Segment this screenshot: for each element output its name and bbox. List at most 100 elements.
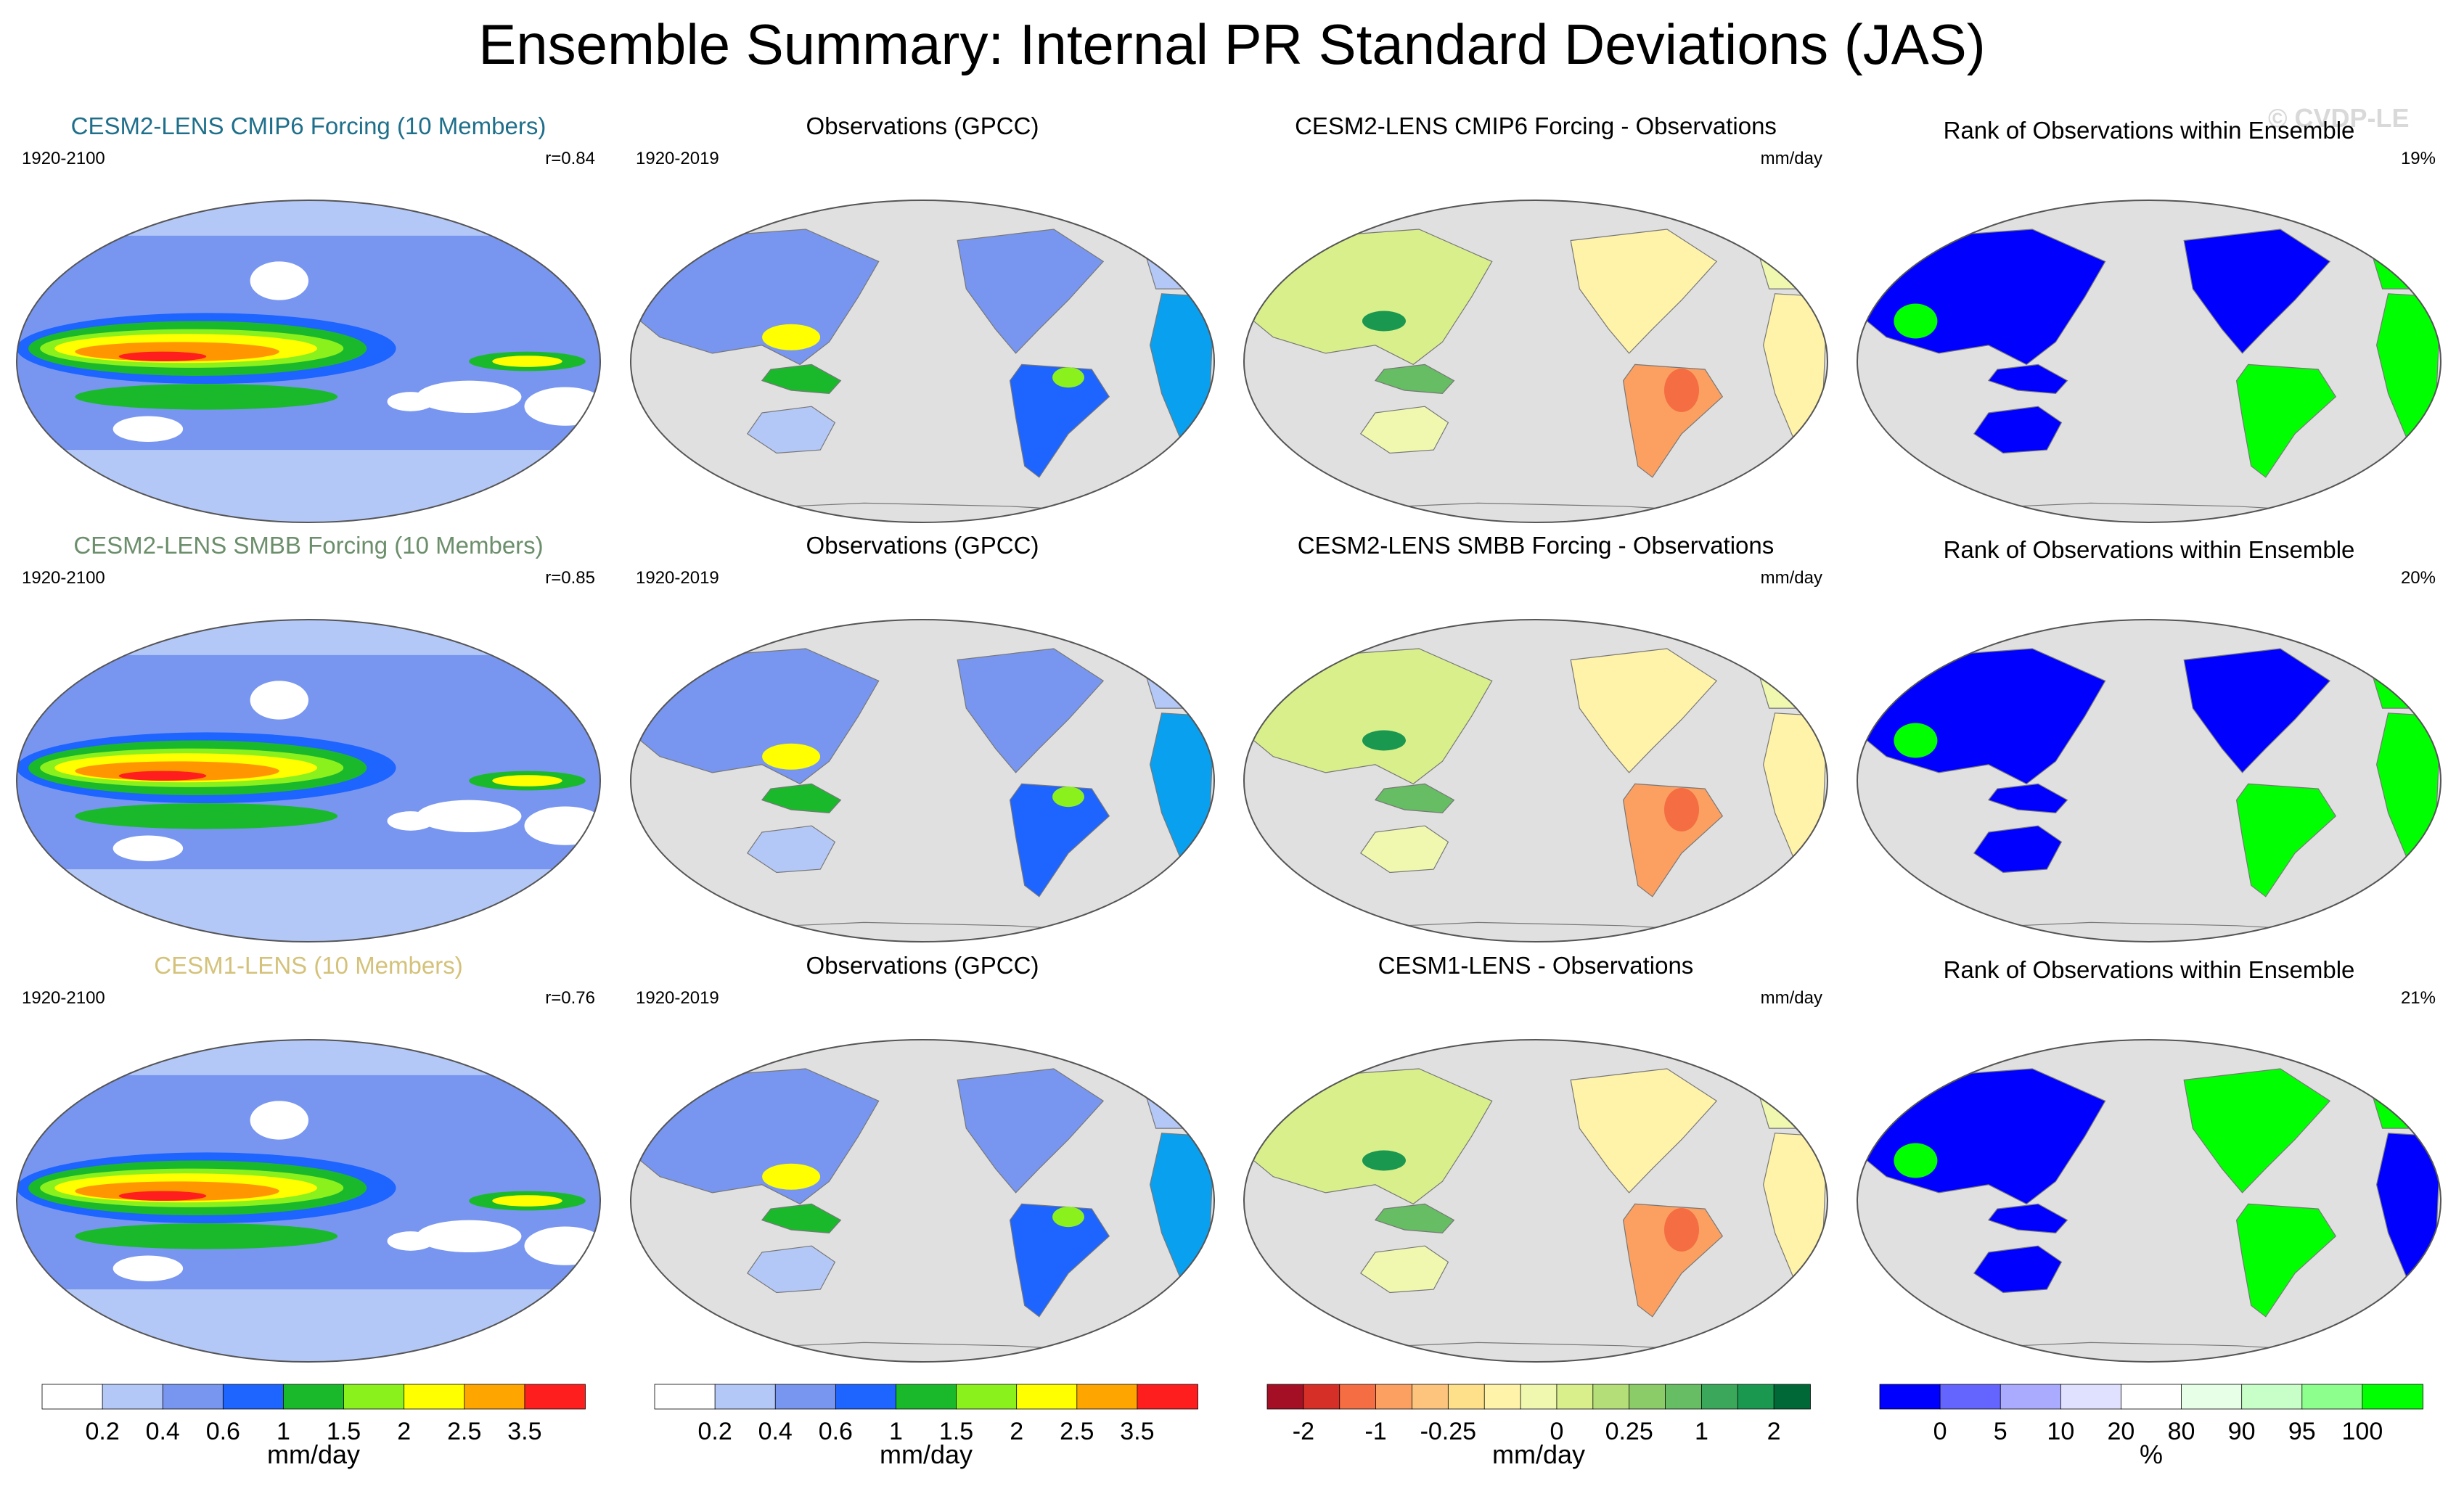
model-title: CESM1-LENS (10 Members) bbox=[154, 952, 463, 979]
watermark: © CVDP-LE bbox=[2268, 103, 2410, 133]
field-dry-zone bbox=[387, 1231, 434, 1251]
colorbar-swatches: 0 5 10 20 80 90 95 100 bbox=[1879, 1384, 2423, 1445]
obs-period: 1920-2019 bbox=[636, 568, 719, 588]
colorbar-swatches: -2 -1 -0.25 0 0.25 1 2 bbox=[1266, 1384, 1811, 1445]
land-asia bbox=[1244, 648, 1493, 785]
field-negative-anomaly bbox=[1664, 1207, 1699, 1252]
rank-title: Rank of Observations within Ensemble bbox=[1943, 117, 2355, 144]
colorbar-4: 0 5 10 20 80 90 95 100% bbox=[1879, 1384, 2423, 1475]
colorbar-tick-label: 0.6 bbox=[819, 1418, 853, 1445]
colorbar-swatch bbox=[222, 1384, 285, 1410]
field-high-rank-patch bbox=[1894, 723, 1938, 758]
colorbar-swatch bbox=[1375, 1384, 1413, 1410]
colorbar-swatch bbox=[1339, 1384, 1377, 1410]
map-field bbox=[631, 200, 1214, 522]
land-namerica bbox=[1570, 229, 1718, 354]
land-australia bbox=[1973, 825, 2063, 874]
colorbar-swatch bbox=[714, 1384, 777, 1410]
colorbar-1: 0.2 0.4 0.6 1 1.5 2 2.5 3.5 mm/day bbox=[41, 1384, 586, 1475]
map-model-row3 bbox=[16, 1039, 601, 1363]
colorbar-swatch bbox=[283, 1384, 345, 1410]
colorbar-tick-label: 2.5 bbox=[1060, 1418, 1094, 1445]
field-dry-zone bbox=[524, 806, 600, 845]
land-maritime bbox=[761, 363, 842, 395]
pattern-correlation: r=0.84 bbox=[545, 149, 595, 168]
colorbar-swatch bbox=[2121, 1384, 2182, 1410]
panel-model-row2: CESM2-LENS SMBB Forcing (10 Members) 1920… bbox=[7, 532, 610, 953]
land-asia bbox=[631, 229, 880, 366]
map-frame bbox=[16, 619, 601, 942]
panel-rank-row2: Rank of Observations within Ensemble 20% bbox=[1848, 532, 2450, 953]
colorbar-swatch bbox=[1592, 1384, 1630, 1410]
panel-diff-row3: CESM1-LENS - Observations mm/day bbox=[1235, 952, 1837, 1373]
colorbar-tick-label: 0.2 bbox=[697, 1418, 732, 1445]
diff-units: mm/day bbox=[1760, 988, 1822, 1008]
land-australia bbox=[1973, 406, 2063, 454]
field-high-rank-patch bbox=[1894, 303, 1938, 339]
field-southern-band bbox=[17, 1289, 600, 1362]
land-maritime bbox=[761, 1203, 842, 1234]
colorbar-3: -2 -1 -0.25 0 0.25 1 2 mm/day bbox=[1266, 1384, 1811, 1475]
land-maritime bbox=[1987, 363, 2068, 395]
colorbar-swatch bbox=[2241, 1384, 2303, 1410]
land-maritime bbox=[1987, 1203, 2068, 1234]
land-namerica bbox=[2183, 648, 2331, 773]
map-frame bbox=[16, 1039, 601, 1363]
land-australia bbox=[746, 1245, 836, 1294]
land-namerica bbox=[957, 1068, 1105, 1194]
field-dry-zone bbox=[112, 1255, 184, 1281]
land-australia bbox=[1359, 1245, 1449, 1294]
colorbar-swatch bbox=[1266, 1384, 1304, 1410]
map-frame bbox=[1857, 1039, 2442, 1363]
field-dry-zone bbox=[250, 261, 308, 300]
panel-diff-row1: CESM2-LENS CMIP6 Forcing - Observations m… bbox=[1235, 112, 1837, 533]
land-maritime bbox=[1374, 363, 1455, 395]
map-field bbox=[1857, 620, 2441, 942]
land-namerica bbox=[2183, 229, 2331, 354]
model-period: 1920-2100 bbox=[22, 988, 105, 1008]
field-dry-zone bbox=[416, 380, 522, 414]
figure-title: Ensemble Summary: Internal PR Standard D… bbox=[478, 12, 1986, 76]
map-frame bbox=[1857, 619, 2442, 942]
colorbar-tick-label: 2 bbox=[1010, 1418, 1023, 1445]
field-dry-zone bbox=[112, 416, 184, 442]
map-frame bbox=[630, 200, 1215, 523]
colorbar-tick-label: 2 bbox=[1767, 1418, 1781, 1445]
colorbar-2: 0.2 0.4 0.6 1 1.5 2 2.5 3.5 mm/day bbox=[654, 1384, 1198, 1475]
land-samerica bbox=[2235, 1203, 2337, 1318]
map-field bbox=[1244, 620, 1827, 942]
land-samerica bbox=[1009, 1203, 1110, 1318]
panel-obs-row3: Observations (GPCC) 1920-2019 bbox=[621, 952, 1224, 1373]
field-dry-zone bbox=[250, 681, 308, 720]
colorbar-tick-label: 95 bbox=[2288, 1418, 2316, 1445]
colorbar-tick-label: 1 bbox=[277, 1418, 290, 1445]
field-negative-anomaly bbox=[1664, 787, 1699, 831]
land-asia bbox=[631, 648, 880, 785]
colorbar-tick-label: 0.4 bbox=[758, 1418, 793, 1445]
map-field bbox=[1857, 1040, 2441, 1362]
field-amazon-peak bbox=[1052, 786, 1084, 808]
colorbar-tick-label: 10 bbox=[2047, 1418, 2074, 1445]
map-field bbox=[631, 620, 1214, 942]
colorbar-swatch bbox=[1556, 1384, 1594, 1410]
land-asia bbox=[1244, 1068, 1493, 1205]
map-field bbox=[17, 620, 600, 942]
land-australia bbox=[1359, 825, 1449, 874]
colorbar-units: mm/day bbox=[1491, 1439, 1586, 1469]
map-field bbox=[17, 1040, 600, 1362]
colorbar-swatch bbox=[1303, 1384, 1341, 1410]
field-dry-zone bbox=[112, 835, 184, 861]
map-diff-row1 bbox=[1243, 200, 1828, 523]
field-southern-band bbox=[17, 450, 600, 522]
colorbar-swatch bbox=[896, 1384, 957, 1410]
colorbar-tick-label: 0 bbox=[1550, 1418, 1563, 1445]
field-amazon-peak bbox=[1052, 1207, 1084, 1228]
land-samerica bbox=[1009, 783, 1110, 898]
colorbar-swatch bbox=[774, 1384, 837, 1410]
land-namerica bbox=[1570, 1068, 1718, 1194]
land-australia bbox=[1973, 1245, 2063, 1294]
colorbar-tick-label: -0.25 bbox=[1420, 1418, 1477, 1445]
colorbar-tick-label: 0.4 bbox=[146, 1418, 180, 1445]
field-spcz-green bbox=[75, 803, 338, 829]
land-asia bbox=[631, 1068, 880, 1205]
